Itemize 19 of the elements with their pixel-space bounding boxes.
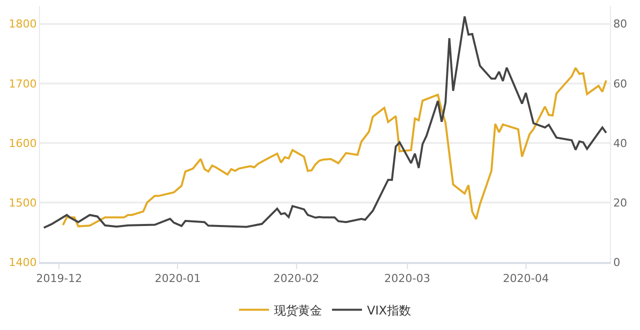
y2-tick-label: 0 xyxy=(613,256,620,269)
y-tick-label: 1800 xyxy=(8,18,37,31)
y-tick-label: 1400 xyxy=(8,256,37,269)
y2-tick-label: 40 xyxy=(613,136,628,150)
line-series xyxy=(62,66,608,228)
y2-tick-label: 20 xyxy=(613,196,628,210)
y-tick-label: 1700 xyxy=(8,77,37,90)
line-series xyxy=(42,15,608,229)
y-tick-label: 1500 xyxy=(8,196,37,210)
legend-label: VIX指数 xyxy=(367,303,411,318)
x-tick-label: 2020-04 xyxy=(502,272,549,286)
x-tick-label: 2020-03 xyxy=(384,272,430,286)
legend-label: 现货黄金 xyxy=(274,303,322,318)
y2-tick-label: 60 xyxy=(613,77,628,90)
x-tick-label: 2020-01 xyxy=(154,272,201,286)
x-tick-label: 2019-12 xyxy=(36,272,82,286)
y-tick-label: 1600 xyxy=(8,136,37,150)
x-tick-label: 2020-02 xyxy=(273,272,320,286)
y2-tick-label: 80 xyxy=(613,18,628,31)
